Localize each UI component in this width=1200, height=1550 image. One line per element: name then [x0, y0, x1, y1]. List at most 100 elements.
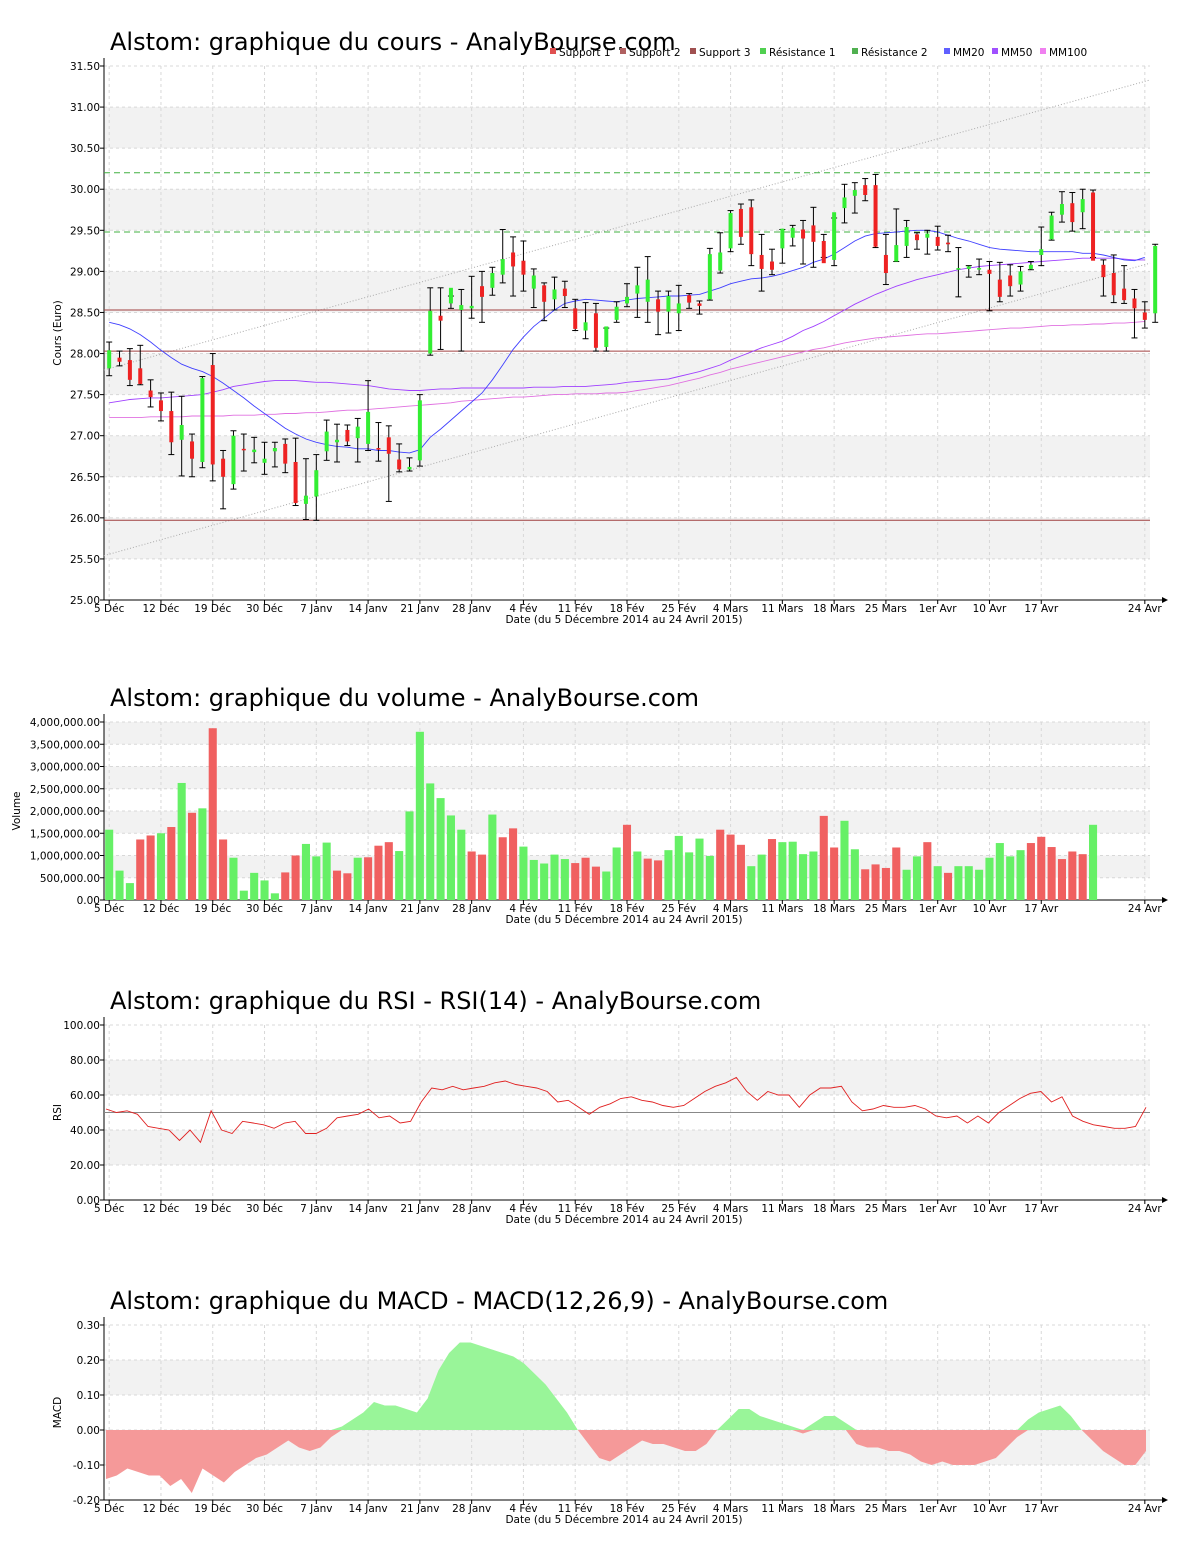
rsi-xtick-label: 18 Mars	[813, 1203, 855, 1215]
candle-body	[221, 458, 226, 477]
rsi-xtick-label: 4 Fév	[509, 1203, 537, 1215]
macd-xtick-label: 18 Mars	[813, 1503, 855, 1515]
price-xtick-label: 17 Avr	[1024, 603, 1058, 615]
volume-bar	[819, 815, 828, 900]
volume-ytick-label: 0.00	[77, 895, 100, 907]
candle-body	[604, 326, 609, 347]
volume-bar	[1089, 824, 1098, 900]
volume-bar	[1026, 843, 1035, 900]
legend-swatch	[1040, 48, 1046, 54]
rsi-ytick-label: 20.00	[70, 1160, 100, 1172]
candle-body	[780, 228, 785, 249]
candle-body	[355, 426, 360, 439]
price-xtick-label: 21 Janv	[400, 603, 439, 615]
candle-body	[138, 368, 143, 384]
volume-bar	[1037, 836, 1046, 900]
candle-body	[573, 308, 578, 329]
candle-body	[542, 285, 547, 302]
candle-body	[656, 299, 661, 312]
candle-body	[811, 225, 816, 242]
volume-bar	[944, 872, 953, 900]
rsi-xtick-label: 30 Déc	[246, 1203, 283, 1215]
price-xtick-label: 28 Janv	[452, 603, 491, 615]
volume-bar	[312, 856, 321, 900]
candle-body	[459, 305, 464, 310]
volume-bar	[695, 838, 704, 900]
price-xtick-label: 4 Fév	[509, 603, 537, 615]
candle-body	[801, 229, 806, 239]
candle-body	[956, 268, 961, 270]
price-xtick-label: 18 Mars	[813, 603, 855, 615]
candle-body	[562, 288, 567, 297]
volume-xtick-label: 25 Mars	[865, 903, 907, 915]
candle-body	[1070, 203, 1075, 223]
price-ytick-label: 30.00	[70, 184, 100, 196]
candle-body	[107, 350, 112, 369]
volume-xtick-label: 4 Mars	[713, 903, 748, 915]
rsi-xaxis-arrow	[1162, 1197, 1168, 1203]
legend-label: MM50	[1001, 47, 1032, 59]
rsi-xlabel: Date (du 5 Décembre 2014 au 24 Avril 201…	[505, 1214, 742, 1226]
volume-bar	[1057, 859, 1067, 900]
rsi-xtick-label: 12 Déc	[142, 1203, 179, 1215]
candle-body	[438, 315, 443, 321]
rsi-xtick-label: 1er Avr	[919, 1203, 958, 1215]
rsi-xtick-label: 4 Mars	[713, 1203, 748, 1215]
candle-body	[635, 285, 640, 294]
legend-swatch	[852, 48, 858, 54]
candle-body	[521, 260, 526, 275]
rsi-xtick-label: 11 Mars	[761, 1203, 803, 1215]
candle-body	[428, 310, 433, 354]
volume-bar	[208, 728, 217, 900]
price-xtick-label: 24 Avr	[1128, 603, 1162, 615]
macd-xtick-label: 12 Déc	[142, 1503, 179, 1515]
volume-bar	[177, 782, 186, 900]
volume-ytick-label: 1,500,000.00	[30, 828, 100, 840]
volume-xtick-label: 30 Déc	[246, 903, 283, 915]
volume-bar	[281, 872, 290, 900]
volume-bar	[861, 869, 870, 900]
rsi-ytick-label: 0.00	[77, 1195, 100, 1207]
volume-bar	[405, 811, 414, 900]
volume-xtick-label: 11 Fév	[558, 903, 593, 915]
candle-body	[1018, 271, 1023, 285]
candle-body	[1091, 192, 1096, 261]
candle-body	[1111, 273, 1116, 296]
candle-body	[718, 252, 723, 271]
volume-bar	[830, 847, 839, 900]
volume-bar	[446, 815, 455, 900]
volume-bar	[498, 837, 507, 900]
price-ylabel: Cours (Euro)	[52, 300, 64, 366]
volume-bar	[788, 841, 797, 900]
price-channel-upper	[103, 79, 1151, 371]
volume-bar	[923, 842, 932, 900]
volume-bar	[757, 854, 766, 900]
volume-xtick-label: 18 Mars	[813, 903, 855, 915]
price-xtick-label: 12 Déc	[142, 603, 179, 615]
candle-body	[625, 296, 629, 304]
volume-bar	[799, 854, 808, 900]
volume-bar	[343, 873, 352, 900]
mm100-line	[109, 321, 1145, 419]
macd-ytick-label: -0.20	[73, 1495, 100, 1507]
volume-bar	[477, 854, 487, 900]
candle-body	[687, 295, 692, 303]
volume-bar	[643, 858, 652, 900]
price-xtick-label: 25 Fév	[661, 603, 696, 615]
volume-bar	[975, 869, 984, 900]
volume-bar	[995, 843, 1004, 900]
rsi-line	[105, 1076, 1147, 1144]
volume-bar	[1016, 850, 1025, 900]
candle-body	[345, 429, 350, 442]
price-ytick-label: 29.50	[70, 225, 100, 237]
candle-body	[376, 448, 381, 450]
rsi-ytick-label: 40.00	[70, 1125, 100, 1137]
rsi-xtick-label: 28 Janv	[452, 1203, 491, 1215]
volume-ytick-label: 3,000,000.00	[30, 762, 100, 774]
rsi-ytick-label: 100.00	[63, 1020, 100, 1032]
price-ytick-label: 26.00	[70, 513, 100, 525]
candle-body	[790, 227, 795, 238]
candle-body	[769, 261, 774, 270]
volume-bar	[1078, 854, 1087, 900]
volume-bar	[736, 844, 745, 900]
